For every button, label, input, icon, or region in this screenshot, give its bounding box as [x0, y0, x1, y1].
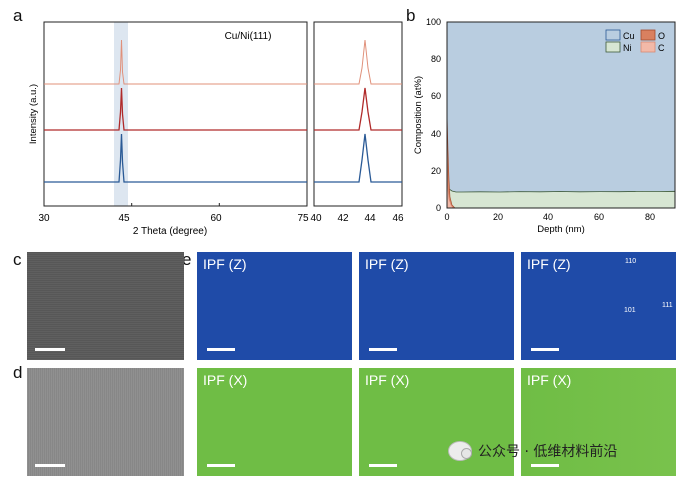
ipf-map-label: IPF (Z)	[365, 256, 409, 272]
x-tick-label: 20	[493, 212, 503, 222]
xrd-inset-plot: 40 42 44 46	[310, 21, 404, 224]
inset-tick-label: 40	[310, 213, 322, 224]
ipf-x-map-3: IPF (X)	[521, 368, 676, 476]
x-tick-label: 80	[645, 212, 655, 222]
y-tick-label: 20	[431, 166, 441, 176]
ipf-map-label: IPF (X)	[365, 372, 410, 388]
watermark: 公众号 · 低维材料前沿	[448, 441, 617, 461]
xrd-main-plot: 30 45 60 75 2 Theta (degree) Intensity (…	[28, 21, 309, 237]
legend-label: C	[658, 43, 665, 53]
y-tick-label: 40	[431, 129, 441, 139]
inset-trace-middle	[314, 87, 402, 131]
scale-bar	[531, 464, 559, 467]
ipf-map-label: IPF (X)	[527, 372, 572, 388]
inset-tick-label: 42	[337, 213, 349, 224]
scale-bar	[369, 348, 397, 351]
inset-trace-top	[314, 39, 402, 85]
legend-label: Ni	[623, 43, 632, 53]
y-axis-title: Intensity (a.u.)	[28, 84, 39, 144]
legend-swatch-c	[640, 41, 656, 53]
scale-bar	[35, 348, 65, 351]
ipf-x-map-2: IPF (X)	[359, 368, 514, 476]
x-tick-label: 0	[444, 212, 449, 222]
y-tick-label: 0	[436, 203, 441, 213]
x-tick-label: 45	[118, 213, 130, 224]
ipf-map-label: IPF (X)	[203, 372, 248, 388]
peak-annotation: Cu/Ni(111)	[225, 31, 272, 42]
scale-bar	[207, 348, 235, 351]
xrd-trace-middle	[44, 87, 307, 131]
inset-tick-label: 44	[364, 213, 376, 224]
scale-bar	[207, 464, 235, 467]
x-axis-title: 2 Theta (degree)	[133, 226, 207, 237]
ipf-map-label: IPF (Z)	[203, 256, 247, 272]
x-tick-label: 40	[543, 212, 553, 222]
legend-swatch-ni	[605, 41, 621, 53]
inset-tick-label: 46	[392, 213, 404, 224]
xrd-inset-frame	[313, 21, 403, 207]
panel-label-e: e	[182, 250, 192, 269]
legend-swatch-cu	[605, 29, 621, 41]
composition-legend: Cu O Ni C	[605, 29, 665, 53]
scale-bar	[35, 464, 65, 467]
xrd-main-frame	[43, 21, 308, 207]
legend-swatch-o	[640, 29, 656, 41]
panel-label-d: d	[13, 363, 23, 382]
ipf-key-label-110: 110	[625, 258, 637, 265]
scale-bar	[369, 464, 397, 467]
y-tick-label: 80	[431, 54, 441, 64]
ipf-z-map-3: IPF (Z) 110 101 111	[521, 252, 676, 360]
sem-image-d	[27, 368, 184, 476]
x-tick-label: 30	[38, 213, 50, 224]
xrd-trace-bottom	[44, 133, 307, 183]
panel-label-b: b	[406, 6, 416, 25]
x-axis-title: Depth (nm)	[537, 224, 585, 235]
panel-label-a: a	[13, 6, 23, 25]
y-axis-title: Composition (at%)	[413, 76, 424, 154]
cu-area	[447, 22, 675, 208]
sem-image-c	[27, 252, 184, 360]
ipf-z-map-2: IPF (Z)	[359, 252, 514, 360]
y-tick-label: 60	[431, 91, 441, 101]
x-tick-label: 60	[210, 213, 222, 224]
peak-highlight-band	[114, 22, 128, 206]
watermark-text: 公众号 · 低维材料前沿	[478, 444, 618, 460]
composition-plot: 0 20 40 60 80 100 0 20 40 60 80 Depth (n…	[413, 17, 676, 235]
x-tick-label: 75	[297, 213, 309, 224]
composition-frame	[446, 21, 676, 209]
ipf-x-map-1: IPF (X)	[197, 368, 352, 476]
x-tick-label: 60	[594, 212, 604, 222]
y-tick-label: 100	[426, 17, 441, 27]
ipf-z-map-1: IPF (Z)	[197, 252, 352, 360]
inset-trace-bottom	[314, 133, 402, 183]
ipf-map-label: IPF (Z)	[527, 256, 571, 272]
legend-label: Cu	[623, 31, 635, 41]
xrd-trace-top	[44, 39, 307, 85]
panel-label-c: c	[13, 250, 22, 269]
ipf-key-label-111: 111	[662, 302, 673, 309]
scale-bar	[531, 348, 559, 351]
wechat-icon	[448, 441, 472, 461]
legend-label: O	[658, 31, 665, 41]
ipf-key-label-101: 101	[624, 307, 636, 314]
